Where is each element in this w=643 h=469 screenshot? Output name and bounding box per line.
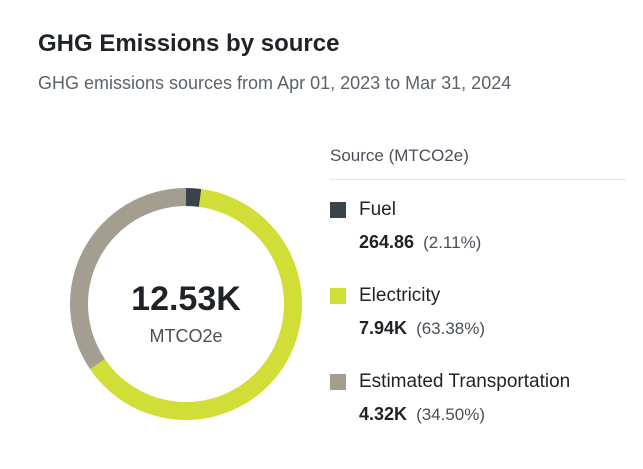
legend-swatch-estimated-transportation [330,374,346,390]
donut-slice-fuel[interactable] [186,188,202,207]
legend-label: Estimated Transportation [359,371,571,392]
legend-label: Electricity [359,285,441,306]
donut-chart [70,188,302,420]
donut-total-value: 12.53K [131,280,241,318]
legend-divider [330,179,626,180]
legend-value: 4.32K [359,404,408,424]
donut-total-unit: MTCO2e [149,326,223,346]
legend-item-fuel[interactable]: Fuel 264.86 (2.11%) [330,198,630,253]
legend-value: 264.86 [359,232,415,252]
legend-swatch-electricity [330,288,346,304]
donut-slice-estimated-transportation[interactable] [70,188,186,370]
legend-item-estimated-transportation[interactable]: Estimated Transportation 4.32K (34.50%) [330,370,630,425]
chart-subtitle: GHG emissions sources from Apr 01, 2023 … [38,73,512,93]
legend-percent: (63.38%) [416,319,486,338]
legend-value: 7.94K [359,318,408,338]
legend-label: Fuel [359,199,396,220]
legend-percent: (34.50%) [416,405,486,424]
legend-title: Source (MTCO2e) [330,146,469,165]
chart-title: GHG Emissions by source [38,30,340,57]
legend-item-electricity[interactable]: Electricity 7.94K (63.38%) [330,284,630,339]
legend-percent: (2.11%) [423,233,482,252]
legend-swatch-fuel [330,202,346,218]
